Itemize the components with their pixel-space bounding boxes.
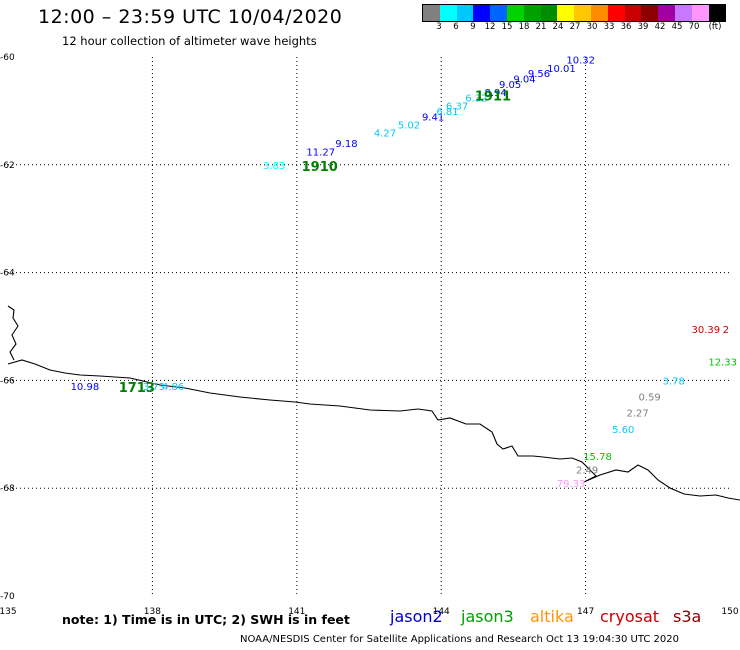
wave-height-label: 9.05 — [499, 80, 521, 91]
wave-height-label: 10.01 — [547, 64, 576, 75]
wave-height-label: 12.33 — [708, 358, 737, 369]
wave-height-label: 6.32 — [465, 93, 487, 104]
wave-height-label: 10.32 — [566, 56, 595, 67]
lon-tick-label: 144 — [433, 607, 450, 617]
wave-height-label: 0.59 — [639, 393, 661, 404]
colorbar-tick-label: 12 — [484, 22, 496, 32]
lon-tick-label: 138 — [144, 607, 161, 617]
colorbar-tick-label: 39 — [637, 22, 649, 32]
colorbar-swatch — [574, 5, 591, 21]
satellite-track-labels: 1910 1911 1713 — [119, 90, 511, 396]
wave-height-label: 79.33 — [557, 479, 586, 490]
wave-height-label: 3.83 — [263, 161, 285, 172]
wave-height-label: 9.04 — [513, 75, 535, 86]
wave-height-label: 9.41 — [422, 112, 444, 123]
map-subtitle: 12 hour collection of altimeter wave hei… — [62, 34, 317, 48]
colorbar-tick-label: (ft) — [708, 22, 722, 32]
colorbar-tick-label: 6 — [453, 22, 459, 32]
wave-height-label: 5.60 — [612, 425, 634, 436]
legend-item: altika — [530, 607, 574, 626]
lon-tick-label: 141 — [288, 607, 305, 617]
wave-height-label: 3.73 — [143, 382, 165, 393]
track-time-label: 1713 — [119, 381, 155, 396]
lat-tick-label: -64 — [0, 269, 15, 279]
colorbar-tick-label: 45 — [671, 22, 683, 32]
coastline — [7, 305, 740, 501]
lat-tick-label: -70 — [0, 592, 15, 602]
colorbar-swatch — [641, 5, 659, 21]
legend-item: s3a — [673, 607, 702, 626]
colorbar-swatch — [557, 5, 575, 21]
colorbar-tick-label: 42 — [654, 22, 666, 32]
colorbar-tick-labels: 3 6 9 12 15 18 21 24 27 30 33 36 39 42 45 70 (ft) — [422, 22, 740, 34]
wave-height-label: 4.86 — [162, 382, 184, 393]
colorbar-tick-label: 27 — [569, 22, 581, 32]
colorbar-swatch — [691, 5, 709, 21]
track-time-label: 1910 — [302, 160, 338, 175]
colorbar-tick-label: 33 — [603, 22, 615, 32]
colorbar-swatch — [473, 5, 491, 21]
legend-item: cryosat — [600, 607, 660, 626]
wave-height-observations: 3.83 11.279.18 4.275.029.416.816.376.328.9… — [71, 56, 737, 490]
wave-height-label: 9.18 — [335, 139, 357, 150]
colorbar-swatch — [506, 5, 524, 21]
colorbar-tick-label: 21 — [535, 22, 547, 32]
footer-note: note: 1) Time is in UTC; 2) SWH is in fe… — [62, 612, 350, 627]
colorbar-tick-label: 18 — [518, 22, 530, 32]
wave-height-label: 11.27 — [306, 147, 335, 158]
lat-tick-label: -60 — [0, 53, 15, 63]
credit-line: NOAA/NESDIS Center for Satellite Applica… — [240, 634, 679, 645]
colorbar-swatch — [607, 5, 625, 21]
colorbar-tick-label: 9 — [470, 22, 476, 32]
track-time-label: 1911 — [475, 90, 511, 105]
wave-height-label: 9.56 — [528, 69, 550, 80]
wave-height-label: 30.39 — [691, 325, 720, 336]
axis-tick-labels: 135 138 141 144 147 150 -60 -62 -64 -66 -68 -70 — [0, 53, 739, 617]
lon-tick-label: 147 — [577, 607, 594, 617]
colorbar-swatch — [590, 5, 608, 21]
colorbar-swatch — [490, 5, 507, 21]
colorbar-swatch — [456, 5, 474, 21]
legend-item: jason2 — [390, 607, 443, 626]
wave-height-label: 5.02 — [398, 120, 420, 131]
lon-tick-label: 135 — [0, 607, 17, 617]
coastline-fragment — [7, 305, 19, 361]
lat-tick-label: -62 — [0, 161, 15, 171]
wave-height-label: 4.27 — [374, 128, 396, 139]
colorbar-tick-label: 15 — [501, 22, 513, 32]
colorbar-tick-label: 36 — [620, 22, 632, 32]
wave-height-label: 6.37 — [446, 102, 468, 113]
colorbar-swatch — [624, 5, 642, 21]
colorbar-swatch — [708, 5, 726, 21]
wave-height-label: 2 — [723, 325, 729, 336]
colorbar-tick-label: 24 — [552, 22, 564, 32]
colorbar-swatch — [658, 5, 675, 21]
lat-tick-label: -66 — [0, 376, 15, 386]
wave-height-label: 3.78 — [663, 376, 685, 387]
colorbar-tick-label: 3 — [436, 22, 442, 32]
colorbar-tick-label: 70 — [688, 22, 700, 32]
legend-item: jason3 — [461, 607, 514, 626]
map-gridlines — [8, 57, 730, 596]
colorbar-swatch — [540, 5, 558, 21]
colorbar-swatch — [523, 5, 541, 21]
wave-height-label: 6.81 — [436, 107, 458, 118]
wave-height-label: 10.98 — [71, 382, 100, 393]
lon-tick-label: 150 — [721, 607, 738, 617]
map-title: 12:00 – 23:59 UTC 10/04/2020 — [38, 6, 343, 28]
antarctic-coastline — [7, 359, 740, 501]
wave-height-label: 8.94 — [485, 88, 507, 99]
lat-tick-label: -68 — [0, 484, 15, 494]
wave-height-label: 2.49 — [576, 465, 598, 476]
wave-height-colorbar — [422, 4, 727, 22]
colorbar-tick-label: 30 — [586, 22, 598, 32]
colorbar-swatch — [674, 5, 692, 21]
colorbar-swatch — [439, 5, 457, 21]
colorbar-swatch — [423, 5, 440, 21]
wave-height-label: 2.27 — [627, 409, 649, 420]
wave-height-label: 15.78 — [583, 452, 612, 463]
